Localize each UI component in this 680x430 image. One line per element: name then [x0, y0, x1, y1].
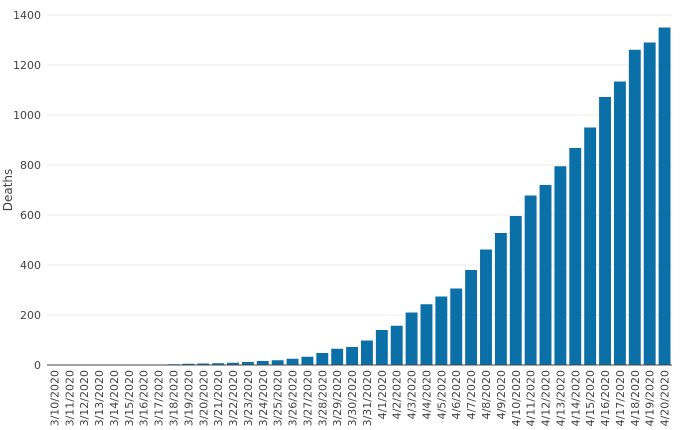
bar[interactable]: [465, 270, 478, 365]
y-tick-label: 1000: [13, 109, 41, 122]
y-tick-label: 1200: [13, 59, 41, 72]
bar[interactable]: [569, 148, 582, 365]
y-axis-ticks: 0 200 400 600 800 1000 1200 1400: [13, 9, 41, 372]
x-tick-label: 4/10/2020: [510, 370, 523, 426]
x-tick-label: 3/12/2020: [78, 370, 91, 426]
bar[interactable]: [256, 361, 269, 365]
y-axis-title: Deaths: [1, 169, 15, 212]
x-tick-label: 3/22/2020: [227, 370, 240, 426]
x-tick-label: 3/20/2020: [197, 370, 210, 426]
y-tick-label: 0: [34, 359, 41, 372]
x-tick-label: 4/3/2020: [406, 370, 419, 419]
bar[interactable]: [450, 288, 463, 366]
bar[interactable]: [316, 353, 329, 365]
x-tick-label: 4/16/2020: [599, 370, 612, 426]
x-tick-label: 3/15/2020: [123, 370, 136, 426]
bar[interactable]: [584, 127, 597, 366]
x-tick-label: 3/26/2020: [287, 370, 300, 426]
bar[interactable]: [360, 340, 373, 366]
bar[interactable]: [227, 362, 239, 365]
bar[interactable]: [405, 312, 418, 366]
x-tick-label: 3/17/2020: [153, 370, 166, 426]
bar[interactable]: [182, 363, 195, 365]
x-tick-label: 3/16/2020: [138, 370, 151, 426]
bar[interactable]: [241, 362, 254, 365]
bar[interactable]: [435, 296, 448, 366]
x-tick-label: 4/5/2020: [435, 370, 448, 419]
x-tick-label: 4/18/2020: [629, 370, 642, 426]
x-tick-label: 3/11/2020: [63, 370, 76, 426]
bar[interactable]: [375, 330, 388, 365]
x-tick-label: 4/15/2020: [584, 370, 597, 426]
bar[interactable]: [197, 363, 210, 366]
x-tick-label: 3/18/2020: [167, 370, 180, 426]
x-tick-label: 4/14/2020: [569, 370, 582, 426]
bar[interactable]: [613, 81, 626, 366]
bar[interactable]: [643, 42, 656, 366]
x-tick-label: 4/11/2020: [525, 370, 538, 426]
bar[interactable]: [346, 347, 359, 365]
x-tick-label: 3/13/2020: [93, 370, 106, 426]
x-tick-label: 3/14/2020: [108, 370, 121, 426]
x-tick-label: 4/7/2020: [465, 370, 478, 419]
x-tick-label: 4/1/2020: [376, 370, 389, 419]
x-tick-label: 4/2/2020: [391, 370, 404, 419]
bar[interactable]: [212, 363, 225, 365]
bar[interactable]: [420, 304, 433, 365]
bar[interactable]: [524, 195, 537, 366]
x-tick-label: 4/19/2020: [644, 370, 657, 426]
bar[interactable]: [599, 97, 611, 365]
y-tick-label: 200: [20, 309, 41, 322]
x-tick-label: 4/20/2020: [659, 370, 672, 426]
bar[interactable]: [539, 185, 552, 365]
x-tick-label: 3/31/2020: [361, 370, 374, 426]
bar[interactable]: [301, 356, 314, 365]
bar[interactable]: [271, 360, 284, 365]
x-tick-label: 3/29/2020: [331, 370, 344, 426]
bar[interactable]: [390, 325, 403, 365]
bar[interactable]: [658, 27, 671, 366]
x-tick-label: 3/28/2020: [316, 370, 329, 426]
y-tick-label: 400: [20, 259, 41, 272]
x-tick-label: 4/13/2020: [554, 370, 567, 426]
bar[interactable]: [331, 348, 344, 365]
x-tick-label: 3/30/2020: [346, 370, 359, 426]
x-axis-ticks: 3/10/2020 3/11/2020 3/12/2020 3/13/2020 3/14…: [48, 370, 671, 426]
y-tick-label: 600: [20, 209, 41, 222]
x-tick-label: 4/6/2020: [450, 370, 463, 419]
x-tick-label: 3/24/2020: [257, 370, 270, 426]
x-tick-label: 3/25/2020: [272, 370, 285, 426]
gridlines: [47, 14, 672, 316]
x-tick-label: 4/9/2020: [495, 370, 508, 419]
x-tick-label: 3/27/2020: [301, 370, 314, 426]
x-tick-label: 3/21/2020: [212, 370, 225, 426]
bar[interactable]: [628, 49, 641, 365]
x-tick-label: 4/8/2020: [480, 370, 493, 419]
bar[interactable]: [480, 249, 492, 366]
x-tick-label: 4/17/2020: [614, 370, 627, 426]
bar[interactable]: [494, 233, 507, 365]
x-tick-label: 4/12/2020: [540, 370, 553, 426]
bar[interactable]: [509, 216, 522, 365]
bars: [152, 27, 671, 366]
x-tick-label: 4/4/2020: [420, 370, 433, 419]
x-tick-label: 3/23/2020: [242, 370, 255, 426]
bar[interactable]: [286, 358, 299, 365]
bar[interactable]: [554, 166, 567, 365]
y-tick-label: 800: [20, 159, 41, 172]
x-tick-label: 3/10/2020: [48, 370, 61, 426]
y-tick-label: 1400: [13, 9, 41, 22]
x-tick-label: 3/19/2020: [182, 370, 195, 426]
